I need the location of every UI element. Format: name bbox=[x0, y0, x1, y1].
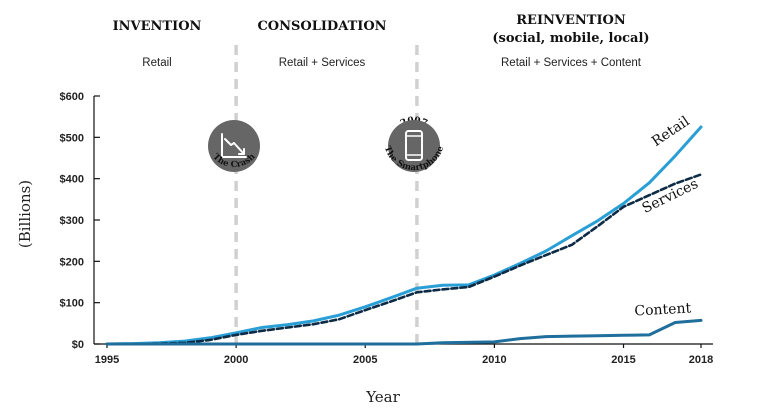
event-circle-2000 bbox=[208, 120, 260, 172]
series-line-content bbox=[105, 318, 703, 346]
era-subtitle-consolidation: Retail + Services bbox=[279, 57, 366, 69]
x-tick-label: 2015 bbox=[611, 354, 635, 366]
era-subtitle-invention: Retail bbox=[142, 57, 171, 69]
x-tick-label: 2010 bbox=[482, 354, 506, 366]
series-lines bbox=[105, 125, 703, 346]
y-axis-ticks: $0 $100 $200 $300 $400 $500 $600 bbox=[60, 91, 100, 351]
event-badge-crash: 2000 The Crash bbox=[208, 120, 260, 172]
smartphone-icon bbox=[405, 130, 423, 161]
era-headers: INVENTION Retail CONSOLIDATION Retail + … bbox=[113, 13, 650, 69]
event-circle-2007 bbox=[388, 120, 440, 172]
y-axis-label: (Billions) bbox=[16, 180, 34, 248]
era-title-invention: INVENTION bbox=[113, 19, 202, 34]
x-axis-ticks: 1995 2000 2005 2010 2015 2018 bbox=[95, 344, 713, 366]
x-tick-label: 1995 bbox=[95, 354, 119, 366]
event-badge-smartphone: 2007 The Smartphone bbox=[382, 116, 446, 173]
x-tick-label: 2000 bbox=[224, 354, 248, 366]
y-tick-label: $500 bbox=[60, 132, 84, 144]
series-line-services bbox=[105, 173, 703, 346]
y-tick-label: $300 bbox=[60, 215, 84, 227]
era-title-consolidation: CONSOLIDATION bbox=[257, 19, 386, 34]
era-title-reinvention-detail: (social, mobile, local) bbox=[492, 31, 649, 46]
x-tick-label: 2018 bbox=[689, 354, 713, 366]
y-tick-label: $100 bbox=[60, 298, 84, 310]
y-tick-label: $0 bbox=[72, 339, 84, 351]
event-caption-crash: The Crash bbox=[211, 152, 258, 170]
series-label-content: Content bbox=[634, 301, 692, 320]
x-tick-label: 2005 bbox=[353, 354, 377, 366]
y-tick-label: $400 bbox=[60, 174, 84, 186]
series-line-retail bbox=[105, 125, 703, 346]
y-tick-label: $600 bbox=[60, 91, 84, 103]
era-subtitle-reinvention: Retail + Services + Content bbox=[501, 57, 642, 69]
y-tick-label: $200 bbox=[60, 256, 84, 268]
x-axis-label: Year bbox=[365, 388, 400, 406]
chart-crash-icon bbox=[221, 133, 247, 158]
era-dividers bbox=[234, 45, 419, 350]
era-title-reinvention: REINVENTION bbox=[516, 13, 626, 28]
